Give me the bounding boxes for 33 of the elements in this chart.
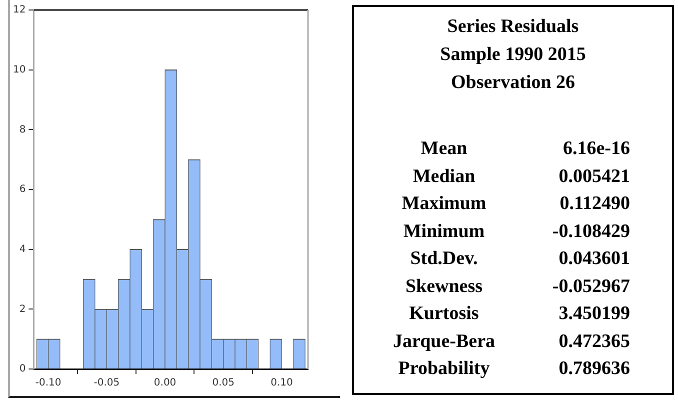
x-tick-label: 0.00 [154, 378, 176, 389]
x-tick-label: 0.10 [270, 378, 293, 389]
text: Std.Dev. [409, 247, 479, 271]
y-tick-label: 2 [19, 304, 26, 315]
y-tick-label: 10 [12, 64, 26, 76]
y-tick-label: 6 [19, 184, 26, 196]
y-tick-label: 4 [19, 244, 26, 255]
text: -0.108429 [551, 220, 630, 244]
text: 6.16e-16 [562, 137, 630, 161]
text: 0.005421 [558, 164, 630, 188]
y-tick-label: 8 [19, 124, 26, 136]
x-tick-label: 0.05 [212, 378, 235, 389]
text: Jarque-Bera [392, 330, 496, 354]
text: Median [412, 164, 476, 188]
x-tick-label: -0.05 [94, 378, 120, 389]
text: 0.043601 [558, 247, 630, 271]
y-tick-label: 0 [19, 364, 26, 375]
text: Mean [420, 137, 468, 161]
x-tick-label: -0.10 [35, 378, 62, 389]
text: 0.112490 [558, 192, 630, 216]
text: Maximum [400, 192, 488, 216]
text: Minimum [402, 220, 486, 244]
text: Observation 26 [450, 71, 576, 95]
text: Kurtosis [408, 302, 480, 326]
text: Skewness [404, 274, 484, 298]
y-tick-label: 12 [12, 4, 26, 16]
text: Probability [397, 357, 491, 381]
text: -0.052967 [551, 274, 630, 298]
text: Series Residuals [446, 15, 580, 39]
text: Sample 1990 2015 [439, 43, 587, 67]
text: 0.789636 [558, 357, 630, 381]
text: 3.450199 [558, 302, 630, 326]
text: 0.472365 [558, 330, 630, 354]
